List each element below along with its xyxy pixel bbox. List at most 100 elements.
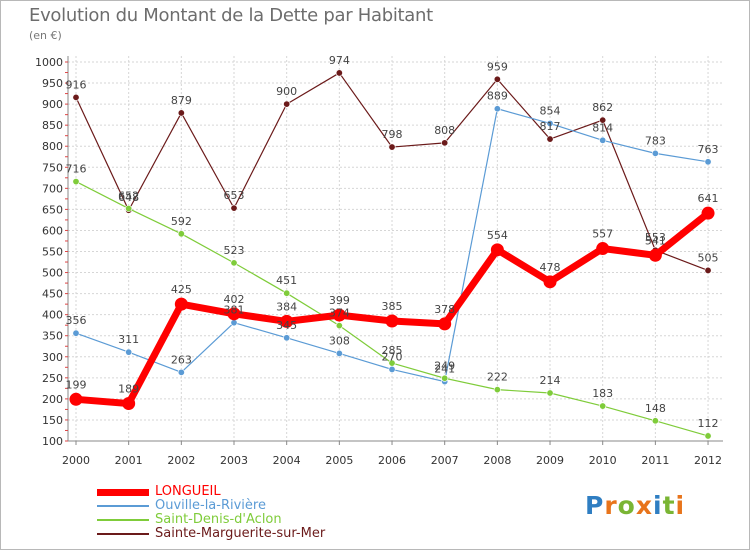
y-tick-label: 100 [42,435,63,448]
data-point [441,374,449,382]
y-tick-label: 300 [42,351,63,364]
data-label: 183 [592,387,613,400]
legend-label: LONGUEIL [155,484,221,499]
legend-label: Ouville-la-Rivière [155,498,266,513]
x-tick-label: 2011 [641,454,669,467]
legend-label: Saint-Denis-d'Aclon [155,512,282,527]
data-label: 862 [592,101,613,114]
logo-letter: x [635,491,653,520]
data-label: 112 [698,417,719,430]
data-point [385,314,399,328]
data-label: 399 [329,294,350,307]
x-tick-label: 2004 [273,454,301,467]
data-point [441,139,449,147]
data-label: 523 [224,244,245,257]
legend-item: LONGUEIL [97,485,325,499]
x-tick-label: 2008 [483,454,511,467]
data-label: 889 [487,90,508,103]
data-point [69,392,83,406]
x-tick-label: 2012 [694,454,722,467]
logo-letter: o [617,491,636,520]
data-point [283,100,291,108]
axes: 1001502002503003504004505005506006507007… [35,56,723,467]
y-tick-label: 150 [42,414,63,427]
data-label: 505 [698,251,719,264]
y-tick-label: 600 [42,224,63,237]
data-label: 716 [66,163,87,176]
data-point [230,204,238,212]
data-label: 241 [434,363,455,376]
data-point [599,136,607,144]
legend-item: Sainte-Marguerite-sur-Mer [97,527,325,541]
data-label: 653 [224,189,245,202]
data-label: 814 [592,121,613,134]
data-point [335,322,343,330]
data-point [283,289,291,297]
data-point [493,75,501,83]
data-point [701,206,715,220]
data-label: 557 [592,228,613,241]
y-tick-label: 450 [42,288,63,301]
data-label: 783 [645,134,666,147]
data-label: 285 [382,344,403,357]
legend-swatch [97,488,149,496]
data-point [596,242,610,256]
data-point [648,248,662,262]
data-point [704,266,712,274]
data-point [177,109,185,117]
logo-letter: i [675,491,686,520]
data-labels: 199 189 425 402 384 399 385 378 554 478 557 541 641 3… [66,54,719,430]
legend-item: Saint-Denis-d'Aclon [97,513,325,527]
x-tick-label: 2007 [431,454,459,467]
y-tick-label: 650 [42,203,63,216]
y-tick-label: 200 [42,393,63,406]
data-point [125,348,133,356]
data-point [72,178,80,186]
y-tick-label: 400 [42,309,63,322]
data-label: 425 [171,283,192,296]
data-point [438,317,452,331]
series-lines [69,69,715,440]
logo-letter: t [662,491,676,520]
data-point [543,275,557,289]
data-label: 381 [224,304,245,317]
chart-title: Evolution du Montant de la Dette par Hab… [29,5,433,26]
data-label: 311 [118,333,139,346]
data-label: 308 [329,334,350,347]
x-tick-label: 2003 [220,454,248,467]
data-label: 356 [66,314,87,327]
data-label: 263 [171,353,192,366]
data-point [651,417,659,425]
data-point [122,397,136,411]
data-point [335,349,343,357]
data-label: 270 [382,350,403,363]
data-label: 478 [540,261,561,274]
data-label: 384 [276,300,297,313]
data-label: 222 [487,371,508,384]
data-label: 641 [698,192,719,205]
data-point [493,386,501,394]
legend-swatch [97,505,149,507]
y-tick-label: 1000 [35,56,63,69]
data-label: 402 [224,293,245,306]
data-label: 854 [540,104,561,117]
data-label: 385 [382,300,403,313]
logo-letter: P [585,491,605,520]
data-label: 554 [487,229,508,242]
y-tick-label: 250 [42,372,63,385]
y-tick-label: 500 [42,267,63,280]
data-label: 378 [434,303,455,316]
data-label: 451 [276,274,297,287]
data-point [546,389,554,397]
data-point [72,93,80,101]
data-label: 900 [276,85,297,98]
legend: LONGUEIL Ouville-la-Rivière Saint-Denis-d'… [97,485,325,541]
data-label: 148 [645,402,666,415]
y-tick-label: 700 [42,182,63,195]
data-point [280,314,294,328]
data-point [704,432,712,440]
chart-subtitle: (en €) [29,29,62,42]
data-point [599,116,607,124]
data-point [72,329,80,337]
